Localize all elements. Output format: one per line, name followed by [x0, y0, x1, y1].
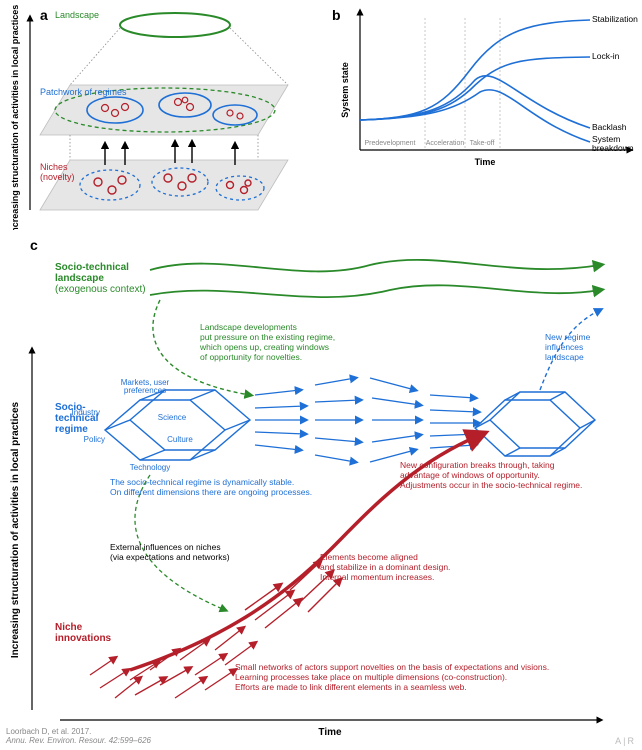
c-green-text: Landscape developments put pressure on t… [199, 322, 338, 362]
landscape-label: Landscape [55, 10, 99, 20]
svg-text:Culture: Culture [167, 435, 193, 444]
panel-c-yaxis: Increasing structuration of activities i… [10, 401, 21, 658]
outcome-lock: Lock-in [592, 51, 620, 61]
phase-accel: Acceleration [426, 140, 465, 147]
c-red-small: Small networks of actors support novelti… [235, 662, 552, 692]
panel-c-svg: c Increasing structuration of activities… [0, 230, 642, 740]
patchwork-label: Patchwork of regimes [40, 87, 127, 97]
panel-a-label: a [40, 7, 48, 23]
panel-b-yaxis: System state [340, 62, 350, 118]
c-new-regime: New regime influences landscape [545, 332, 593, 362]
c-regime-label: Socio- technical regime [55, 402, 101, 435]
citation: Loorbach D, et al. 2017. Annu. Rev. Envi… [6, 727, 151, 746]
panel-b-svg: b System state Time Predevelopment Accel… [330, 0, 642, 190]
phase-takeoff: Take-off [470, 140, 495, 147]
citation-line1: Loorbach D, et al. 2017. [6, 727, 91, 736]
svg-text:preferences: preferences [124, 386, 166, 395]
outcome-break: Systembreakdown [592, 134, 634, 153]
c-red-break: New configuration breaks through, taking… [400, 460, 582, 490]
panel-a-svg: a Increasing structuration of activities… [0, 0, 330, 230]
phase-predev: Predevelopment [365, 140, 416, 147]
svg-text:Technology: Technology [130, 463, 170, 472]
citation-line2: Annu. Rev. Environ. Resour. 42:599–626 [6, 736, 151, 745]
c-niche-label: Niche innovations [55, 622, 112, 644]
panel-a-yaxis: Increasing structuration of activities i… [10, 5, 20, 230]
ar-logo: A|R [615, 736, 636, 746]
panel-b-label: b [332, 7, 341, 23]
c-black-ext: External influences on niches (via expec… [110, 542, 230, 562]
outcome-back: Backlash [592, 122, 627, 132]
outcome-stab: Stabilization [592, 14, 638, 24]
panel-c-label: c [30, 237, 38, 253]
panel-b-xaxis: Time [475, 157, 496, 167]
svg-text:Science: Science [158, 413, 187, 422]
c-landscape-label: Socio-technical landscape (exogenous con… [55, 262, 146, 295]
svg-text:Policy: Policy [84, 435, 105, 444]
c-red-align: Elements become aligned and stabilize in… [320, 552, 453, 582]
panel-c-xaxis: Time [318, 727, 342, 738]
